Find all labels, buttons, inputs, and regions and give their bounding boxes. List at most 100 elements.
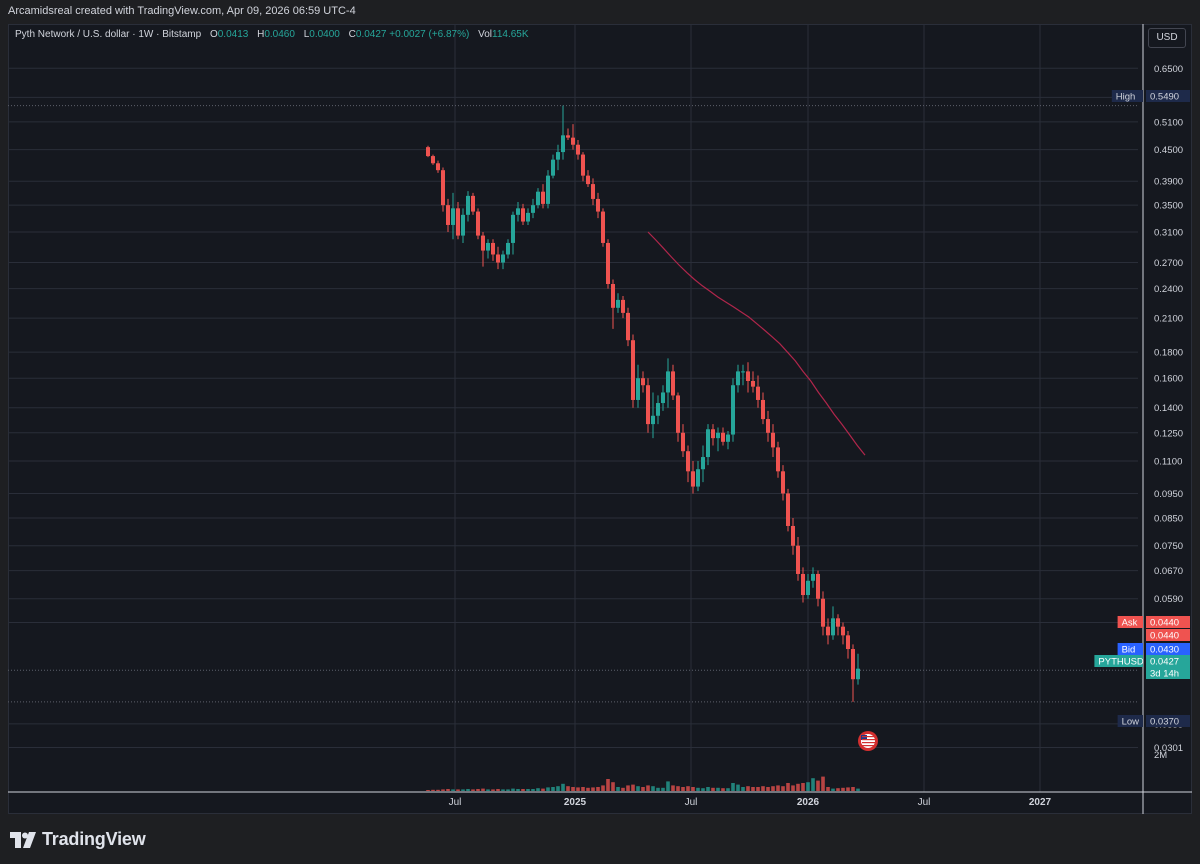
price-label-box [1146, 655, 1190, 667]
price-chart[interactable]: 0.65000.57000.51000.45000.39000.35000.31… [8, 24, 1192, 814]
volume-bar [751, 787, 755, 791]
volume-bar [691, 787, 695, 791]
price-tick-label: 0.0301 [1154, 743, 1183, 754]
candle-body [726, 434, 730, 442]
volume-bar [471, 789, 475, 791]
moving-average-path [647, 231, 866, 456]
price-label-tag-box [1111, 90, 1143, 102]
candle-body [486, 242, 490, 251]
candle-body [501, 254, 505, 263]
volume-bar [496, 789, 500, 791]
price-label-box [1146, 715, 1190, 727]
volume-bar [816, 780, 820, 791]
candle-body [816, 573, 820, 599]
candle-body [751, 380, 755, 387]
volume-bar [631, 784, 635, 791]
candle-body [771, 432, 775, 448]
volume-bar [686, 786, 690, 791]
flag-stripe [862, 745, 875, 747]
symbol-title: Pyth Network / U.S. dollar · 1W · Bitsta… [15, 29, 202, 40]
volume-bar [731, 783, 735, 791]
price-tick-label: 0.5100 [1154, 117, 1183, 128]
volume-bar [596, 787, 600, 791]
high-label: H [257, 29, 265, 40]
volume-bar [736, 784, 740, 791]
price-tick-label: 0.1250 [1154, 428, 1183, 439]
us-flag-icon[interactable] [858, 731, 878, 751]
volume-bar [571, 787, 575, 791]
volume-bar [581, 787, 585, 791]
volume-bar [821, 776, 825, 791]
volume-bar [516, 789, 520, 791]
candle-body [566, 135, 570, 138]
candle-body [576, 144, 580, 155]
price-label-tag: Low [1122, 717, 1140, 728]
volume-bar [761, 786, 765, 791]
volume-bar [481, 788, 485, 791]
volume-bar [606, 779, 610, 791]
candle-body [686, 451, 690, 472]
candle-body [431, 156, 435, 164]
candle-body [456, 208, 460, 236]
volume-bar [566, 786, 570, 791]
volume-bar [491, 789, 495, 791]
candle-body [716, 432, 720, 439]
candle-body [526, 212, 530, 222]
chart-frame [8, 24, 1192, 814]
volume-bar [711, 787, 715, 791]
volume-bar [776, 785, 780, 791]
flag-stripe [862, 739, 875, 741]
volume-bar [426, 790, 430, 791]
volume-bar [856, 788, 860, 791]
candle-body [831, 618, 835, 636]
candle-body [781, 471, 785, 494]
volume-bar [796, 783, 800, 791]
candle-body [461, 214, 465, 236]
price-tick-label: 0.0670 [1154, 566, 1183, 577]
volume-bar [666, 781, 670, 791]
candle-body [511, 214, 515, 243]
candle-body [556, 152, 560, 160]
volume-bar [851, 787, 855, 791]
price-label-tag-box [1117, 643, 1143, 655]
candle-body [811, 573, 815, 581]
candle-body [851, 649, 855, 680]
volume-bar [441, 789, 445, 791]
candle-body [651, 415, 655, 425]
candle-body [756, 386, 760, 400]
price-label-value: 0.0430 [1150, 645, 1179, 656]
candle-body [656, 403, 660, 416]
open-label: O [209, 29, 218, 40]
volume-bar [511, 788, 515, 791]
price-tick-label: 0.1800 [1154, 348, 1183, 359]
currency-button[interactable]: USD [1148, 28, 1186, 48]
price-label-box [1146, 643, 1190, 655]
candle-body [471, 195, 475, 212]
candle-body [826, 626, 830, 636]
candle-body [696, 469, 700, 487]
candle-body [616, 299, 620, 308]
candle-body [856, 668, 860, 680]
price-tick-label: 0.0850 [1154, 514, 1183, 525]
volume-bars [426, 776, 860, 791]
volume-bar [636, 786, 640, 791]
volume-bar [841, 787, 845, 791]
volume-bar [531, 789, 535, 791]
candle-body [701, 457, 705, 470]
low-value: 0.0400 [309, 29, 340, 40]
volume-bar [611, 782, 615, 791]
candle-body [641, 378, 645, 386]
candle-body [801, 573, 805, 596]
open-value: 0.0413 [217, 29, 249, 40]
volume-label: Vol [478, 29, 493, 40]
candle-body [611, 284, 615, 308]
candle-body [776, 447, 780, 472]
volume-bar [806, 782, 810, 791]
volume-bar [791, 785, 795, 791]
price-tick-label: 0.1400 [1154, 403, 1183, 414]
candle-body [841, 626, 845, 636]
price-tick-label: 0.2100 [1154, 314, 1183, 325]
candle-body [661, 392, 665, 404]
candle-body [746, 371, 750, 381]
volume-bar [771, 786, 775, 791]
